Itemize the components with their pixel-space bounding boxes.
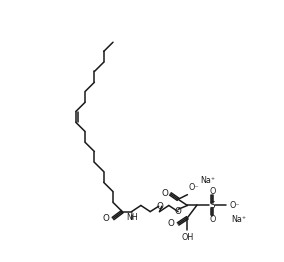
Text: Na⁺: Na⁺ bbox=[200, 176, 215, 185]
Text: O⁻: O⁻ bbox=[229, 201, 240, 210]
Text: O: O bbox=[167, 220, 174, 228]
Text: S: S bbox=[209, 201, 215, 210]
Text: O: O bbox=[157, 202, 164, 211]
Text: O: O bbox=[102, 214, 109, 223]
Text: O: O bbox=[175, 207, 181, 216]
Text: O⁻: O⁻ bbox=[189, 183, 200, 192]
Text: O: O bbox=[161, 189, 168, 198]
Text: Na⁺: Na⁺ bbox=[231, 215, 246, 224]
Text: NH: NH bbox=[126, 213, 138, 222]
Text: O: O bbox=[209, 187, 215, 196]
Text: OH: OH bbox=[181, 233, 193, 242]
Text: O: O bbox=[209, 215, 215, 224]
